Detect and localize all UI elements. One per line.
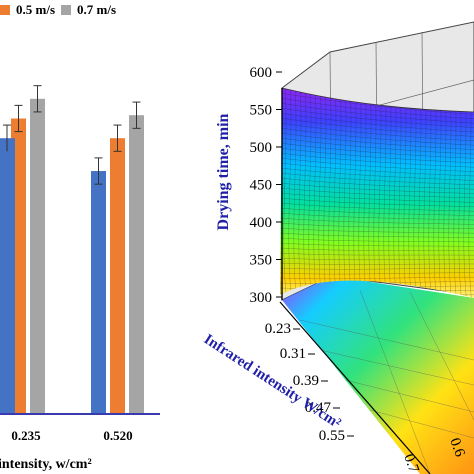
bar-chart: 0.235 0.520 intensity, w/cm² — [0, 85, 160, 472]
y-tick-label-0: 0.23 — [265, 321, 291, 337]
mesh-line-h — [280, 272, 474, 275]
mesh-line-h — [280, 252, 474, 256]
z-tick-label-1: 550 — [250, 103, 273, 119]
mesh-line-h — [280, 277, 474, 280]
mesh-line-h — [280, 262, 474, 265]
mesh-line-h — [280, 227, 474, 234]
mesh-line-h — [280, 112, 474, 133]
mesh-line-v — [398, 88, 403, 298]
bar-tick-label-0: 0.235 — [11, 428, 41, 443]
z-tick-label-0: 600 — [250, 65, 273, 81]
mesh-line-v — [368, 88, 373, 298]
mesh-line-h — [280, 117, 474, 137]
legend-swatch-1 — [61, 5, 71, 15]
mesh-line-v — [318, 88, 323, 298]
mesh-line-h — [280, 197, 474, 207]
mesh-line-v — [298, 88, 303, 298]
bar-partial — [0, 138, 15, 414]
mesh-line-h — [280, 237, 474, 243]
z-axis-ticks: 600 550 500 450 400 350 300 — [250, 65, 282, 306]
legend-swatch-0 — [0, 5, 10, 15]
mesh-line-h — [280, 107, 474, 128]
mesh-line-h — [280, 242, 474, 247]
mesh-line-v — [383, 88, 388, 298]
mesh-line-h — [280, 122, 474, 141]
surface-mesh — [280, 88, 474, 298]
y-tick-label-2: 0.39 — [293, 373, 319, 389]
z-tick-label-5: 350 — [250, 253, 273, 269]
mesh-line-v — [313, 88, 318, 298]
mesh-line-h — [280, 92, 474, 115]
mesh-line-v — [358, 88, 363, 298]
legend-label-0: 0.5 m/s — [16, 2, 55, 17]
mesh-line-v — [308, 88, 313, 298]
mesh-line-h — [280, 127, 474, 146]
mesh-line-h — [280, 97, 474, 119]
mesh-line-v — [303, 88, 308, 298]
mesh-line-h — [280, 142, 474, 159]
x-axis-ticks: 0.7 0.6 — [400, 436, 468, 474]
mesh-line-v — [348, 88, 353, 298]
mesh-line-v — [328, 88, 333, 298]
z-tick-label-2: 500 — [250, 140, 273, 156]
mesh-line-h — [280, 207, 474, 216]
mesh-line-v — [353, 88, 358, 298]
mesh-line-h — [280, 257, 474, 260]
x-tick-label-1: 0.6 — [446, 436, 468, 460]
mesh-line-h — [280, 177, 474, 190]
surface-plot: 600 550 500 450 400 350 300 Drying time, min 0… — [201, 21, 474, 474]
y-axis-line — [279, 301, 431, 474]
legend-label-1: 0.7 m/s — [77, 2, 116, 17]
mesh-line-h — [280, 172, 474, 185]
mesh-line-h — [280, 232, 474, 238]
y-tick-label-1: 0.31 — [280, 346, 306, 362]
z-tick-label-6: 300 — [250, 290, 273, 306]
mesh-line-h — [280, 152, 474, 168]
surface-edge — [281, 87, 474, 113]
bar-0.520-0 — [91, 171, 106, 414]
mesh-line-h — [280, 167, 474, 181]
bar-tick-label-1: 0.520 — [103, 428, 132, 443]
mesh-line-v — [403, 88, 408, 298]
bar-0.235-2 — [30, 98, 45, 415]
z-tick-label-3: 450 — [250, 178, 273, 194]
mesh-line-h — [280, 212, 474, 221]
mesh-line-v — [388, 88, 393, 298]
mesh-line-h — [280, 217, 474, 225]
mesh-line-h — [280, 162, 474, 177]
mesh-line-v — [413, 88, 418, 298]
mesh-line-h — [280, 267, 474, 270]
mesh-line-h — [280, 147, 474, 163]
floor-contour — [282, 276, 474, 474]
mesh-line-h — [280, 247, 474, 251]
y-tick-label-4: 0.55 — [319, 428, 345, 444]
mesh-line-h — [280, 132, 474, 150]
mesh-line-h — [280, 222, 474, 229]
bar-0.520-1 — [110, 138, 125, 414]
mesh-line-v — [343, 88, 348, 298]
x-tick-label-0: 0.7 — [400, 452, 422, 474]
mesh-line-v — [283, 88, 288, 298]
mesh-line-v — [333, 88, 338, 298]
mesh-line-h — [280, 192, 474, 203]
chart-legend: 0.5 m/s 0.7 m/s — [0, 0, 116, 20]
mesh-line-v — [338, 88, 343, 298]
z-tick-label-4: 400 — [250, 215, 273, 231]
bar-0.520-2 — [129, 115, 144, 414]
mesh-line-h — [280, 202, 474, 212]
mesh-line-v — [393, 88, 398, 298]
y-tick-label-3: 0.47 — [305, 400, 332, 416]
z-axis-label: Drying time, min — [215, 113, 232, 230]
mesh-line-h — [280, 137, 474, 155]
y-axis-ticks: 0.23 0.31 0.39 0.47 0.55 — [265, 321, 354, 444]
mesh-line-v — [418, 88, 423, 298]
bar-x-axis-label: intensity, w/cm² — [0, 457, 92, 472]
mesh-line-h — [280, 157, 474, 172]
mesh-line-h — [280, 102, 474, 124]
